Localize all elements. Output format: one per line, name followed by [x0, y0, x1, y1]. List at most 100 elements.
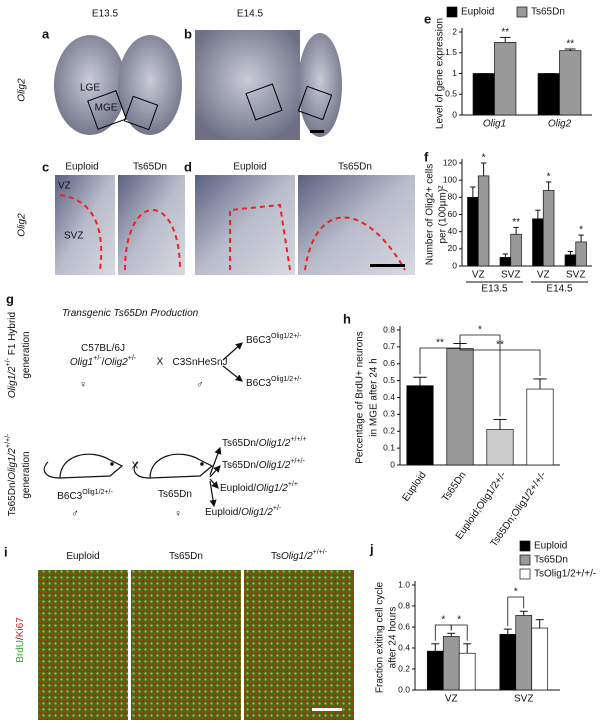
- legend-swatch: [446, 6, 458, 18]
- significance: *: [441, 615, 445, 626]
- panel-letter: e: [424, 11, 431, 26]
- image-label: VZ: [58, 181, 71, 192]
- y-tick-label: 40: [448, 226, 458, 236]
- offspring: Euploid/Olig1/2+/+: [220, 481, 298, 493]
- y-tick-label: 100: [443, 174, 457, 184]
- y-tick-label: 0.5: [445, 89, 457, 99]
- bar: [486, 429, 514, 466]
- diagram-title: Transgenic Ts65Dn Production: [62, 308, 199, 319]
- offspring: Ts65Dn/Olig1/2+/+/-: [222, 458, 305, 470]
- strain: C3SnHeSnJ: [172, 357, 227, 368]
- strain-part: Olig1/2+/-: [82, 489, 113, 496]
- bar: [559, 50, 582, 116]
- x-tick-label: VZ: [445, 694, 458, 705]
- legend-swatch: [516, 6, 528, 18]
- row-label: Ts65Dn/Olig1/2+/+/-: [5, 433, 17, 516]
- image-header: Ts65Dn: [338, 162, 372, 173]
- row-label-part: generation: [21, 451, 32, 498]
- y-tick-label: 1: [452, 68, 457, 78]
- bar: [499, 257, 512, 267]
- image-b: [195, 30, 342, 140]
- strain: B6C3Olig1/2+/-: [246, 376, 302, 388]
- image-i: [38, 570, 354, 720]
- significance: **: [496, 340, 504, 351]
- legend-label: Ts65Dn: [531, 7, 565, 18]
- stain-label-part: BrdU: [15, 640, 26, 663]
- y-axis-label: in MGE after 24 h: [369, 358, 380, 436]
- bar: [406, 385, 434, 466]
- y-axis-label: Level of gene expression: [435, 18, 446, 129]
- bar: [446, 348, 474, 466]
- sex-symbol: ♀: [79, 380, 87, 391]
- significance: **: [436, 338, 444, 349]
- panel-letter: c: [42, 159, 49, 174]
- y-tick-label: 0.5: [383, 375, 395, 385]
- x-tick-label: Olig2: [548, 119, 572, 130]
- row-label-part: F1 Hybrid: [7, 312, 18, 358]
- x-tick-label: SVZ: [514, 694, 533, 705]
- y-tick-label: 0: [452, 109, 457, 119]
- y-tick-label: 0.0: [398, 684, 410, 694]
- arrows: [209, 342, 243, 508]
- image-label: LGE: [80, 83, 100, 94]
- sex-symbol: ♀: [174, 509, 182, 520]
- y-tick-label: 0.2: [383, 426, 395, 436]
- significance: **: [566, 39, 574, 50]
- image-header-part: Olig1/2: [281, 551, 313, 562]
- y-tick-label: 0: [452, 260, 457, 270]
- row-label: Olig2: [17, 78, 28, 102]
- panel-letter: i: [4, 544, 8, 559]
- cross: X: [132, 461, 139, 472]
- panel-letter: j: [369, 541, 374, 556]
- significance-bracket: [450, 624, 468, 641]
- group-label: E14.5: [546, 284, 573, 295]
- bar: [537, 73, 560, 116]
- offspring-part: +/+/+: [290, 436, 306, 443]
- y-tick-label: 0.7: [383, 341, 395, 351]
- x-tick-label: VZ: [537, 270, 550, 281]
- y-axis-label: Percentage of BrdU+ neurons: [355, 331, 366, 464]
- significance-bracket: [507, 596, 525, 627]
- strain-part: /: [102, 357, 105, 368]
- row-label: generation: [21, 331, 32, 378]
- y-tick-label: 20: [448, 243, 458, 253]
- image-header: Euploid: [233, 162, 266, 173]
- bar: [442, 636, 460, 691]
- strain-part: B6C3: [57, 491, 82, 502]
- offspring-part: Ts65Dn/: [222, 460, 259, 471]
- image-header: TsOlig1/2+/+/-: [271, 549, 328, 561]
- strain-part: +/-: [93, 355, 102, 362]
- y-tick-label: 80: [448, 192, 458, 202]
- y-tick-label: 0.8: [398, 600, 410, 610]
- significance: *: [478, 325, 482, 336]
- strain: Ts65Dn: [158, 489, 192, 500]
- y-tick-label: 0.1: [383, 442, 395, 452]
- offspring-part: +/-: [273, 505, 282, 512]
- row-label: Olig1/2+/- F1 Hybrid: [5, 312, 17, 398]
- bar: [531, 627, 549, 691]
- x-tick-label: Ts65Dn: [440, 470, 468, 504]
- bar: [532, 218, 544, 267]
- offspring: Ts65Dn/Olig1/2+/+/+: [222, 436, 307, 448]
- strain-part: C57BL/6J: [81, 343, 125, 354]
- y-tick-label: 60: [448, 209, 458, 219]
- bar: [575, 241, 587, 267]
- offspring-part: +/+: [288, 481, 298, 488]
- y-axis-label: per (100µm)²: [438, 185, 449, 244]
- row-label-part: +/+/-: [5, 433, 12, 448]
- panel-letter: h: [343, 311, 351, 326]
- image-label: MGE: [95, 103, 118, 114]
- significance-bracket: [459, 340, 541, 376]
- y-tick-label: 0.3: [383, 409, 395, 419]
- legend-label: Ts65Dn: [534, 555, 568, 566]
- significance: **: [512, 217, 520, 228]
- image-header: Euploid: [65, 162, 98, 173]
- bar: [458, 652, 476, 691]
- offspring-part: Olig1/2: [259, 460, 291, 471]
- legend-swatch: [519, 568, 531, 580]
- legend-label: TsOlig1/2+/+/-: [534, 569, 596, 580]
- row-label-part: +/-: [5, 357, 12, 366]
- y-tick-label: 0.6: [398, 621, 410, 631]
